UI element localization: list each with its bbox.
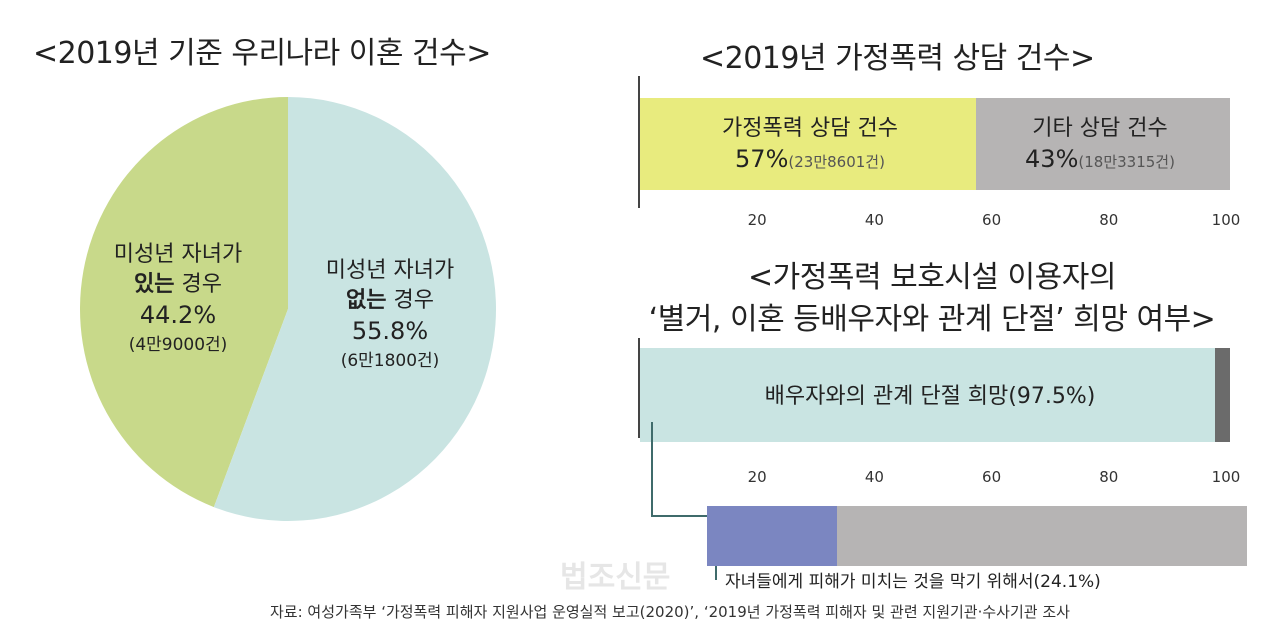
pie-label-with-children-line2: 있는 경우	[88, 270, 268, 300]
pie-chart	[80, 97, 497, 521]
sub-bar-protect-children	[707, 506, 838, 566]
pie-label-without-children-pct: 55.8%	[351, 317, 429, 345]
pie-label-without-children-line1: 미성년 자녀가	[325, 258, 455, 283]
sub-bar-label-tick	[715, 566, 717, 580]
shelter-chart-title-line1: <가정폭력 보호시설 이용자의	[748, 260, 1116, 295]
counseling-tick-40: 40	[864, 211, 884, 229]
shelter-x-axis: 20 40 60 80 100	[640, 468, 1241, 488]
counseling-label-other-count: (18만3315건)	[1078, 153, 1175, 171]
pie-label-without-children-line2: 없는 경우	[300, 286, 480, 316]
pie-label-without-children-bold: 없는	[346, 288, 387, 313]
pie-slice-without-minor-children	[213, 97, 497, 521]
shelter-axis-line	[638, 338, 640, 438]
shelter-bar	[640, 348, 1230, 442]
pie-slice-with-minor-children	[80, 97, 288, 508]
counseling-tick-100: 100	[1211, 211, 1241, 229]
counseling-label-other-pct: 43%	[1025, 145, 1079, 173]
pie-label-without-children: 미성년 자녀가 없는 경우 55.8% (6만1800건)	[300, 256, 480, 376]
pie-label-without-children-rest: 경우	[386, 288, 434, 313]
sub-bar-other-reasons	[837, 506, 1247, 566]
shelter-bar-separation-wish	[640, 348, 1216, 442]
source-note: 자료: 여성가족부 ‘가정폭력 피해자 지원사업 운영실적 보고(2020)’,…	[270, 603, 1070, 621]
counseling-label-dv-pct: 57%	[735, 145, 789, 173]
counseling-label-dv-count: (23만8601건)	[788, 153, 885, 171]
connector-vertical	[651, 422, 653, 516]
pie-label-with-children-line1: 미성년 자녀가	[113, 242, 243, 267]
watermark: 법조신문	[560, 560, 671, 595]
counseling-bar-domestic-violence	[640, 98, 977, 190]
counseling-label-other-values: 43%(18만3315건)	[980, 144, 1220, 177]
counseling-tick-60: 60	[982, 211, 1002, 229]
shelter-tick-20: 20	[747, 468, 767, 486]
shelter-tick-80: 80	[1099, 468, 1119, 486]
counseling-chart-title: <2019년 가정폭력 상담 건수>	[700, 41, 1095, 76]
shelter-tick-40: 40	[864, 468, 884, 486]
counseling-label-domestic-violence: 가정폭력 상담 건수 57%(23만8601건)	[660, 114, 960, 177]
pie-label-with-children-rest: 경우	[174, 272, 222, 297]
counseling-label-other-text: 기타 상담 건수	[1032, 116, 1168, 141]
shelter-tick-60: 60	[982, 468, 1002, 486]
counseling-label-dv-text: 가정폭력 상담 건수	[722, 116, 898, 141]
pie-label-with-children-pct: 44.2%	[139, 301, 217, 329]
counseling-bar	[640, 98, 1230, 190]
shelter-bar-label: 배우자와의 관계 단절 희망(97.5%)	[764, 384, 1096, 409]
connector-horizontal	[651, 515, 707, 517]
counseling-axis-line	[638, 76, 640, 208]
pie-label-with-children: 미성년 자녀가 있는 경우 44.2% (4만9000건)	[88, 240, 268, 360]
shelter-bar-no-wish	[1215, 348, 1230, 442]
shelter-tick-100: 100	[1211, 468, 1241, 486]
pie-label-with-children-bold: 있는	[134, 272, 175, 297]
counseling-bar-other	[976, 98, 1230, 190]
pie-label-with-children-count: (4만9000건)	[128, 335, 228, 355]
shelter-chart-title-line2: ‘별거, 이혼 등배우자와 관계 단절’ 희망 여부>	[648, 302, 1216, 337]
sub-bar	[707, 506, 1247, 566]
sub-bar-label: 자녀들에게 피해가 미치는 것을 막기 위해서(24.1%)	[725, 572, 1101, 592]
counseling-label-other: 기타 상담 건수 43%(18만3315건)	[980, 114, 1220, 177]
counseling-label-dv-values: 57%(23만8601건)	[660, 144, 960, 177]
counseling-tick-20: 20	[747, 211, 767, 229]
counseling-tick-80: 80	[1099, 211, 1119, 229]
pie-chart-title: <2019년 기준 우리나라 이혼 건수>	[33, 36, 491, 71]
pie-label-without-children-count: (6만1800건)	[340, 351, 440, 371]
counseling-x-axis: 20 40 60 80 100	[640, 211, 1241, 231]
